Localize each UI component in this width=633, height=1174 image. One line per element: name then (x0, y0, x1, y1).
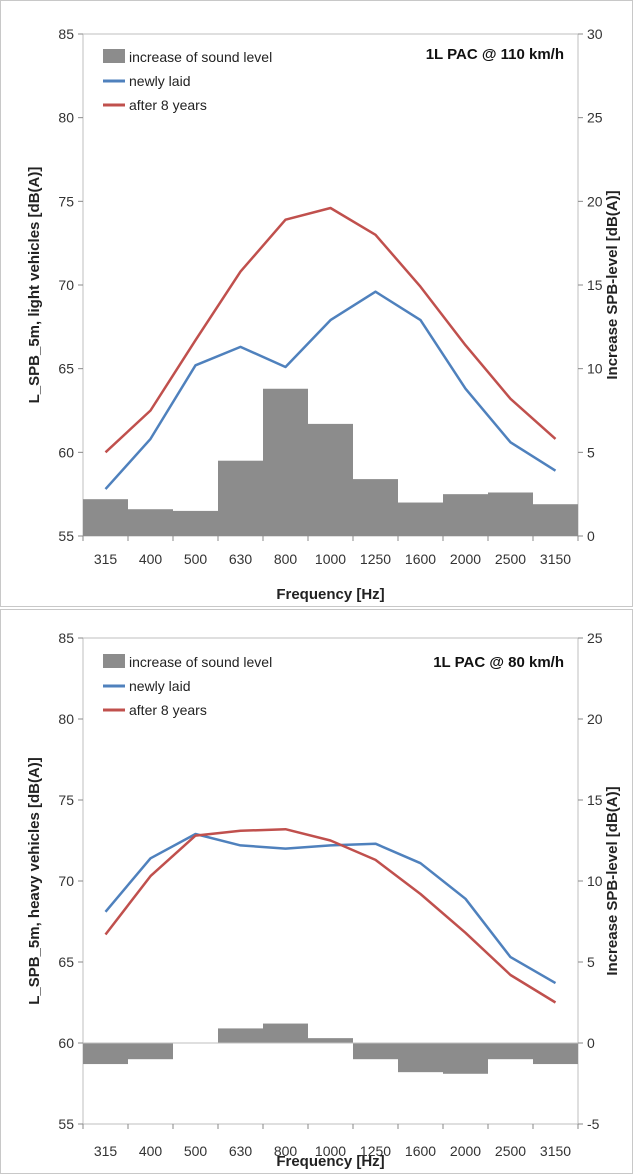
bar (263, 1023, 308, 1043)
bar (488, 492, 533, 536)
bar (263, 388, 308, 536)
bar (353, 1043, 398, 1060)
y-axis-title: L_SPB_5m, light vehicles [dB(A)] (26, 167, 43, 404)
y2-tick-label: 30 (587, 26, 603, 42)
x-axis-title: Frequency [Hz] (276, 1153, 384, 1170)
chart-panel-light-vehicles: 55 60 65 70 75 80 85 0 5 10 15 20 25 30 315 400 500 630 80… (0, 0, 633, 607)
y-tick-label: 80 (58, 711, 74, 727)
bar (443, 1043, 488, 1074)
x-tick-label: 1000 (315, 551, 346, 567)
series-line (104, 827, 557, 1004)
bar (443, 494, 488, 536)
x-tick-label: 2000 (450, 551, 481, 567)
chart-heavy-vehicles: 55 60 65 70 75 80 85 -5 0 5 10 15 20 25 315 400 500 630 80… (26, 630, 621, 1170)
y2-tick-label: -5 (587, 1116, 600, 1132)
x-tick-label: 500 (184, 1143, 208, 1159)
y-tick-label: 60 (58, 1035, 74, 1051)
bar (398, 502, 443, 536)
bar (308, 1038, 353, 1043)
y-tick-label: 75 (58, 792, 74, 808)
bar (398, 1043, 443, 1073)
x-tick-label: 3150 (540, 551, 571, 567)
y-tick-label: 85 (58, 26, 74, 42)
y2-tick-label: 20 (587, 711, 603, 727)
bar (218, 1028, 263, 1043)
y2-tick-label: 0 (587, 1035, 595, 1051)
x-tick-label: 630 (229, 1143, 253, 1159)
legend-label: increase of sound level (129, 49, 272, 65)
x-tick-label: 1000 (315, 1143, 346, 1159)
y2-tick-label: 15 (587, 792, 603, 808)
x-tick-label: 800 (274, 1143, 298, 1159)
series-line (104, 832, 557, 985)
x-tick-label: 2500 (495, 551, 526, 567)
x-tick-label: 400 (139, 1143, 163, 1159)
y-axis-title: L_SPB_5m, heavy vehicles [dB(A)] (26, 757, 43, 1005)
y2-tick-label: 15 (587, 277, 603, 293)
x-tick-label: 1250 (360, 551, 391, 567)
chart-panel-heavy-vehicles: 55 60 65 70 75 80 85 -5 0 5 10 15 20 25 315 400 500 630 80… (0, 609, 633, 1174)
y-tick-label: 65 (58, 361, 74, 377)
x-tick-label: 1600 (405, 551, 436, 567)
series-line (104, 290, 557, 490)
bar (218, 460, 263, 536)
bar (308, 423, 353, 536)
x-tick-label: 3150 (540, 1143, 571, 1159)
bar (533, 504, 578, 536)
legend-box (99, 646, 317, 748)
y-tick-label: 60 (58, 444, 74, 460)
y-tick-label: 75 (58, 193, 74, 209)
y2-tick-label: 10 (587, 361, 603, 377)
y-tick-label: 70 (58, 873, 74, 889)
legend-label: after 8 years (129, 702, 207, 718)
legend-label: after 8 years (129, 97, 207, 113)
bar (533, 1043, 578, 1065)
y-tick-label: 55 (58, 528, 74, 544)
series-line (104, 206, 557, 454)
bar (128, 1043, 173, 1060)
y-tick-label: 70 (58, 277, 74, 293)
x-tick-label: 400 (139, 551, 163, 567)
x-tick-label: 1600 (405, 1143, 436, 1159)
x-tick-label: 315 (94, 551, 118, 567)
y-tick-label: 85 (58, 630, 74, 646)
bar (488, 1043, 533, 1060)
legend-label: newly laid (129, 678, 190, 694)
y2-tick-label: 0 (587, 528, 595, 544)
bar (128, 509, 173, 536)
chart-annotation: 1L PAC @ 80 km/h (433, 654, 564, 671)
y2-tick-label: 5 (587, 954, 595, 970)
y2-tick-label: 20 (587, 193, 603, 209)
legend-label: increase of sound level (129, 654, 272, 670)
legend-label: newly laid (129, 73, 190, 89)
legend-swatch-bars (103, 49, 125, 63)
y-tick-label: 65 (58, 954, 74, 970)
chart-annotation: 1L PAC @ 110 km/h (426, 46, 564, 63)
x-axis-title: Frequency [Hz] (276, 586, 384, 603)
legend-box (99, 41, 317, 149)
x-tick-label: 1250 (360, 1143, 391, 1159)
x-tick-label: 2500 (495, 1143, 526, 1159)
legend-swatch-bars (103, 654, 125, 668)
x-tick-label: 500 (184, 551, 208, 567)
y-tick-label: 80 (58, 110, 74, 126)
bar (83, 1043, 128, 1065)
y2-tick-label: 25 (587, 110, 603, 126)
x-tick-label: 2000 (450, 1143, 481, 1159)
bar (83, 499, 128, 536)
y2-tick-label: 5 (587, 444, 595, 460)
x-tick-label: 800 (274, 551, 298, 567)
x-tick-label: 630 (229, 551, 253, 567)
y2-tick-label: 25 (587, 630, 603, 646)
y2-tick-label: 10 (587, 873, 603, 889)
y2-axis-title: Increase SPB-level [dB(A)] (604, 786, 621, 975)
chart-light-vehicles: 55 60 65 70 75 80 85 0 5 10 15 20 25 30 315 400 500 630 80… (26, 26, 621, 603)
bar (173, 510, 218, 536)
y-tick-label: 55 (58, 1116, 74, 1132)
bar (353, 479, 398, 536)
y2-axis-title: Increase SPB-level [dB(A)] (604, 190, 621, 379)
x-tick-label: 315 (94, 1143, 118, 1159)
